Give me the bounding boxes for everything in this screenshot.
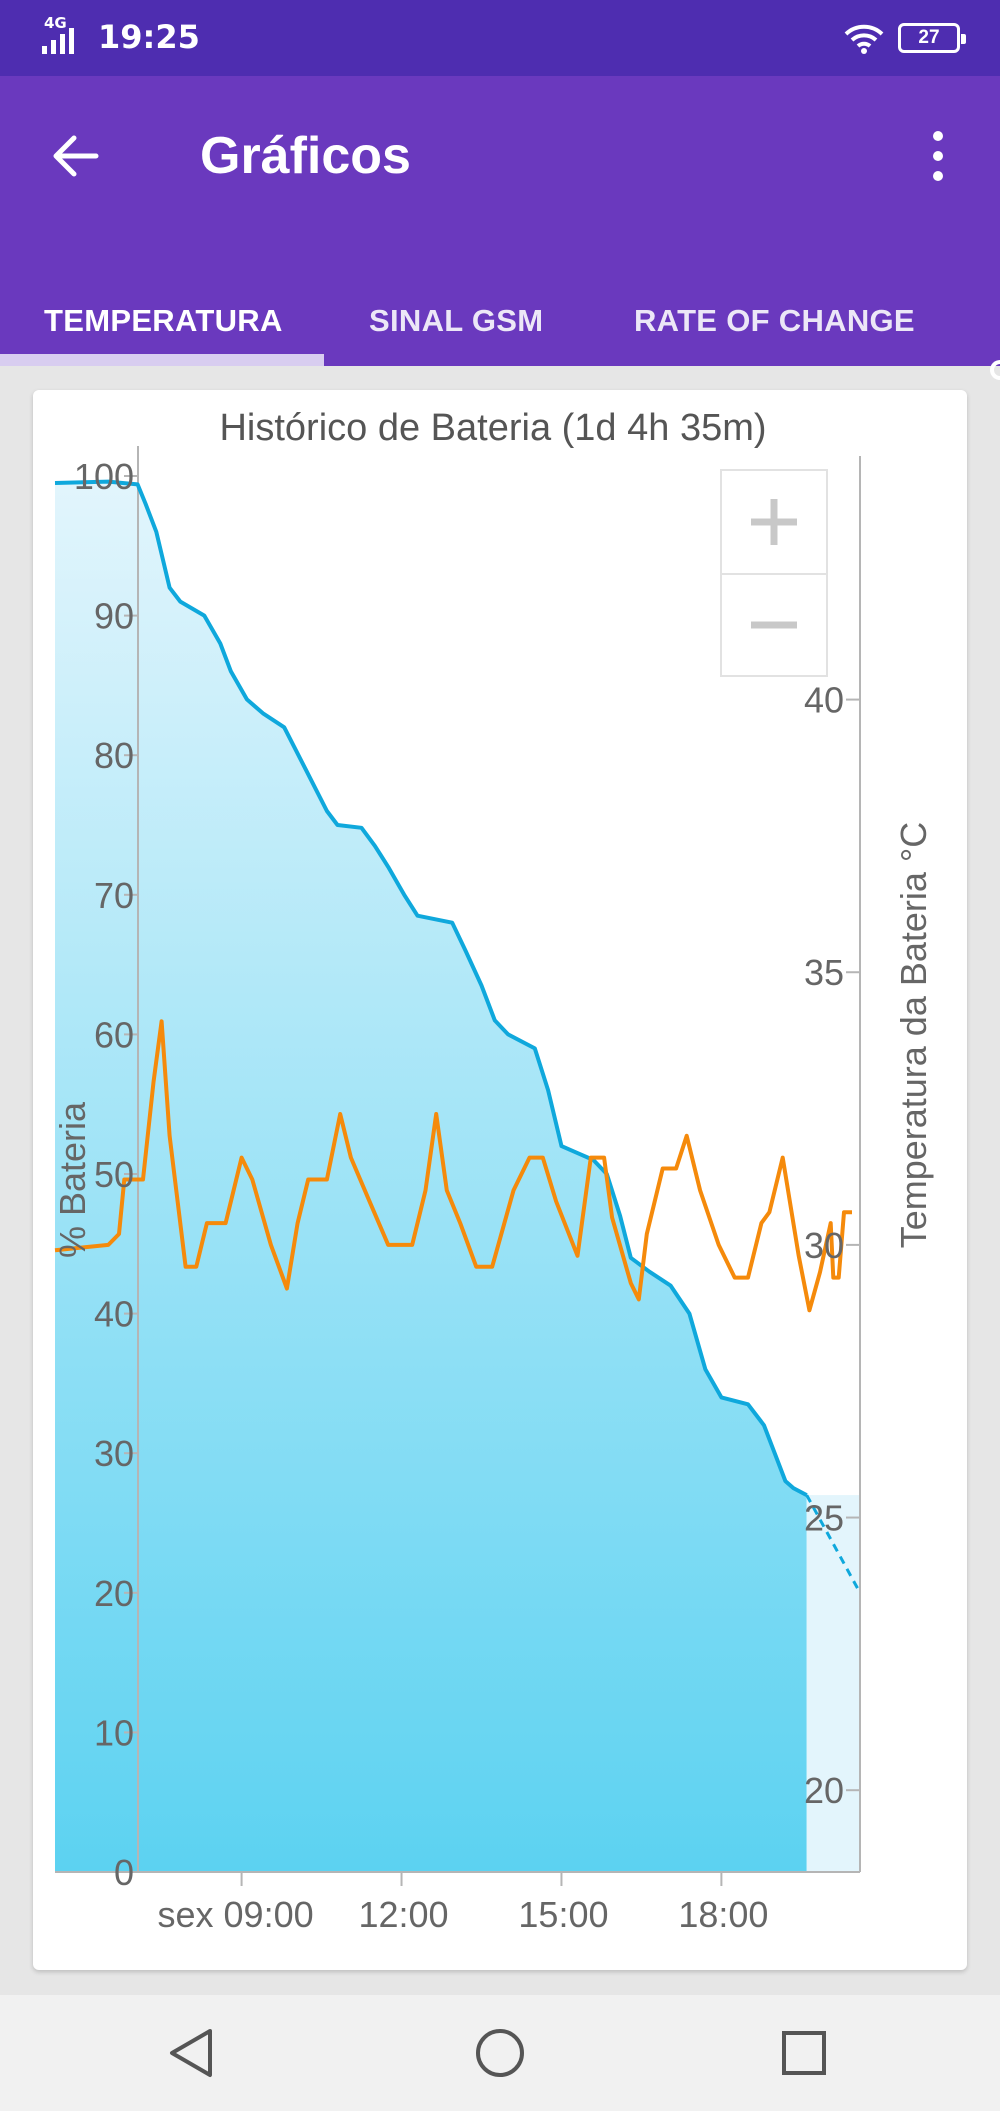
tab-rate-of-change[interactable]: RATE OF CHANGE [634,303,915,338]
tab-overflow-partial[interactable] [990,360,1000,380]
cellular-signal-icon: 4G [40,14,88,56]
tab-temperatura[interactable]: TEMPERATURA [44,303,283,338]
y-left-tick-label: 40 [94,1294,134,1335]
y-right-tick-label: 20 [804,1770,844,1811]
y-axis-right-label: Temperatura da Bateria °C [893,822,934,1249]
active-tab-indicator [0,354,324,366]
tab-bar: TEMPERATURA SINAL GSM RATE OF CHANGE [0,266,1000,366]
zoom-in-button[interactable] [720,469,828,575]
square-recent-icon[interactable] [772,2021,836,2085]
chart-title: Histórico de Bateria (1d 4h 35m) [219,407,766,449]
y-right-tick-label: 35 [804,952,844,993]
status-bar: 4G 19:25 27 [0,0,1000,76]
system-navigation-bar [0,1995,1000,2111]
y-left-tick-label: 80 [94,735,134,776]
network-type-label: 4G [44,14,67,32]
more-vert-icon[interactable] [906,124,970,188]
wifi-icon [844,24,884,54]
y-axis-left-label: % Bateria [52,1101,93,1258]
y-right-tick-label: 25 [804,1498,844,1539]
temperature-line [54,1019,852,1313]
tab-sinal-gsm[interactable]: SINAL GSM [369,303,544,338]
y-left-tick-label: 70 [94,875,134,916]
triangle-back-icon[interactable] [160,2021,224,2085]
x-tick-label: 18:00 [678,1894,768,1935]
y-right-tick-label: 30 [804,1225,844,1266]
y-left-tick-label: 30 [94,1433,134,1474]
app-bar: Gráficos TEMPERATURA SINAL GSM RATE OF C… [0,76,1000,380]
x-tick-label: sex 09:00 [158,1894,314,1935]
plus-icon [751,499,797,545]
y-left-tick-label: 0 [114,1852,134,1893]
battery-level-line [54,479,808,1497]
circle-home-icon[interactable] [468,2021,532,2085]
x-tick-label: 15:00 [518,1894,608,1935]
chart-card: 0 10 20 30 40 50 60 70 80 90 100 20 25 30 35 40 sex 09:0… [33,390,967,1970]
page-title: Gráficos [200,127,411,185]
battery-area-fill [55,481,807,1873]
y-left-tick-label: 50 [94,1154,134,1195]
battery-level: 27 [918,27,940,48]
zoom-out-button[interactable] [720,573,828,677]
y-left-tick-label: 20 [94,1573,134,1614]
y-left-tick-label: 100 [74,456,134,497]
y-left-tick-label: 10 [94,1712,134,1753]
arrow-back-icon[interactable] [44,124,108,188]
battery-indicator: 27 [898,23,966,53]
battery-projection-line [805,1494,862,1594]
y-left-tick-label: 90 [94,596,134,637]
projection-area [806,1495,860,1872]
y-right-tick-label: 40 [804,680,844,721]
y-left-tick-label: 60 [94,1014,134,1055]
battery-history-chart[interactable]: 0 10 20 30 40 50 60 70 80 90 100 20 25 30 35 40 sex 09:0… [33,390,967,1970]
status-time: 19:25 [98,18,200,56]
x-tick-label: 12:00 [358,1894,448,1935]
